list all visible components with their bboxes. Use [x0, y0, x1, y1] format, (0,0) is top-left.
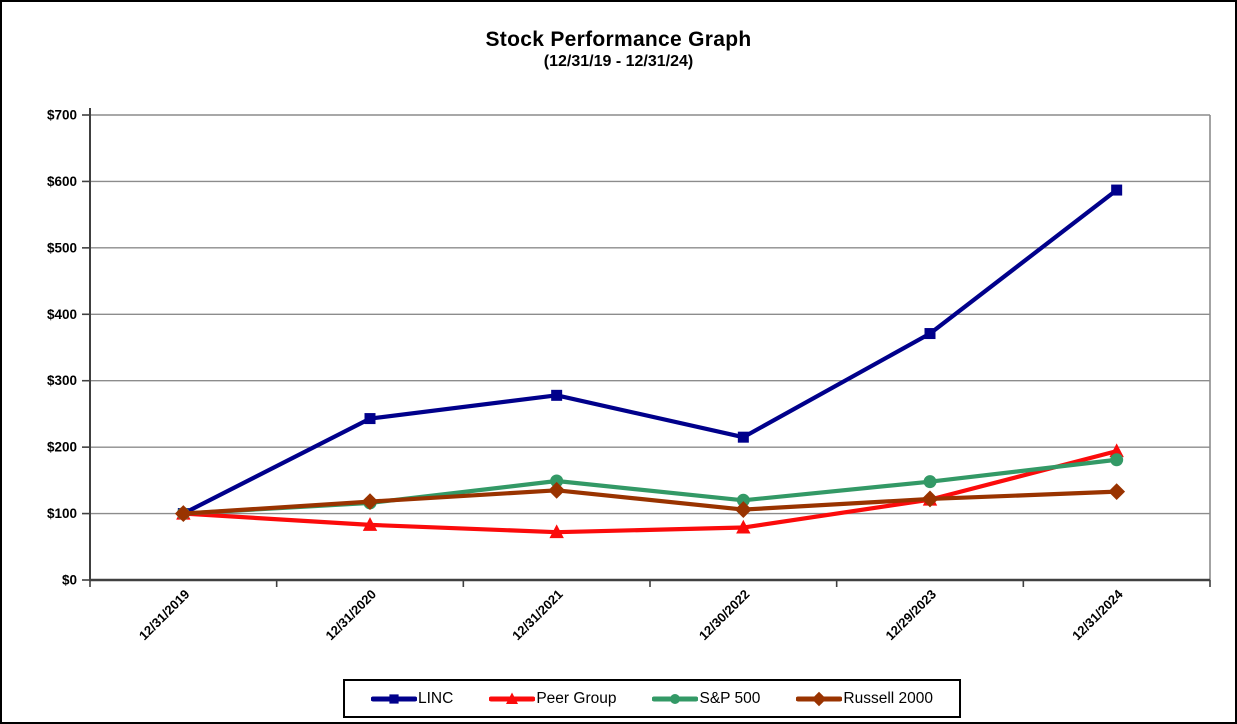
x-tick-label: 12/31/2021 — [509, 587, 566, 644]
legend-marker-s-p-500-icon — [652, 693, 699, 704]
y-tick-label: $600 — [47, 174, 77, 189]
y-tick-label: $500 — [47, 240, 77, 255]
marker-peer-group — [1109, 443, 1124, 458]
chart-title: Stock Performance Graph — [485, 28, 752, 51]
legend-item-peer-group: Peer Group — [489, 690, 616, 708]
legend-marker-russell-2000-icon — [796, 691, 843, 706]
chart-subtitle: (12/31/19 - 12/31/24) — [543, 53, 694, 70]
marker-russell-2000 — [734, 501, 752, 518]
marker-s-p-500 — [1110, 453, 1124, 467]
legend-item-russell-2000: Russell 2000 — [796, 690, 933, 708]
x-tick-label: 12/30/2022 — [696, 587, 753, 644]
x-tick-label: 12/31/2024 — [1069, 586, 1126, 643]
marker-linc — [924, 328, 936, 340]
x-tick-label: 12/31/2020 — [322, 587, 379, 644]
marker-s-p-500 — [550, 474, 564, 488]
x-tick-label: 12/31/2019 — [136, 587, 193, 644]
y-tick-label: $700 — [47, 108, 77, 123]
legend-label: LINC — [418, 689, 454, 707]
marker-peer-group — [549, 524, 564, 539]
marker-peer-group — [362, 517, 378, 531]
legend-marker-shape — [670, 693, 681, 704]
marker-russell-2000 — [174, 505, 192, 522]
marker-russell-2000 — [548, 481, 566, 499]
marker-russell-2000 — [361, 493, 379, 511]
legend-label: Peer Group — [536, 689, 617, 707]
marker-linc — [1111, 184, 1123, 196]
y-tick-label: $0 — [62, 573, 77, 588]
series-line-russell-2000 — [181, 488, 1119, 516]
y-tick-label: $300 — [47, 373, 77, 388]
marker-linc — [364, 413, 376, 425]
series-line-linc — [181, 187, 1119, 516]
legend-label: Russell 2000 — [843, 689, 933, 707]
marker-s-p-500 — [923, 475, 937, 489]
y-tick-label: $200 — [47, 440, 77, 455]
marker-russell-2000 — [1108, 483, 1126, 501]
legend-marker-shape — [812, 691, 827, 706]
y-tick-label: $100 — [47, 506, 77, 521]
legend-item-s-p-500: S&P 500 — [652, 690, 760, 708]
series-line-peer-group — [181, 449, 1119, 535]
chart-title-block: Stock Performance Graph (12/31/19 - 12/3… — [2, 28, 1235, 71]
marker-linc — [551, 389, 563, 401]
chart-legend: LINC Peer Group S&P 500 Russell 2000 — [343, 679, 961, 718]
y-tick-label: $400 — [47, 307, 77, 322]
legend-marker-shape — [389, 693, 399, 704]
legend-marker-shape — [506, 692, 519, 704]
legend-label: S&P 500 — [699, 689, 761, 707]
marker-russell-2000 — [921, 490, 939, 508]
marker-linc — [737, 431, 749, 443]
legend-marker-linc-icon — [371, 693, 418, 704]
x-tick-label: 12/29/2023 — [882, 587, 939, 644]
marker-peer-group — [736, 519, 751, 534]
marker-s-p-500 — [736, 493, 750, 507]
legend-item-linc: LINC — [371, 690, 453, 708]
legend-marker-peer-group-icon — [489, 692, 536, 704]
